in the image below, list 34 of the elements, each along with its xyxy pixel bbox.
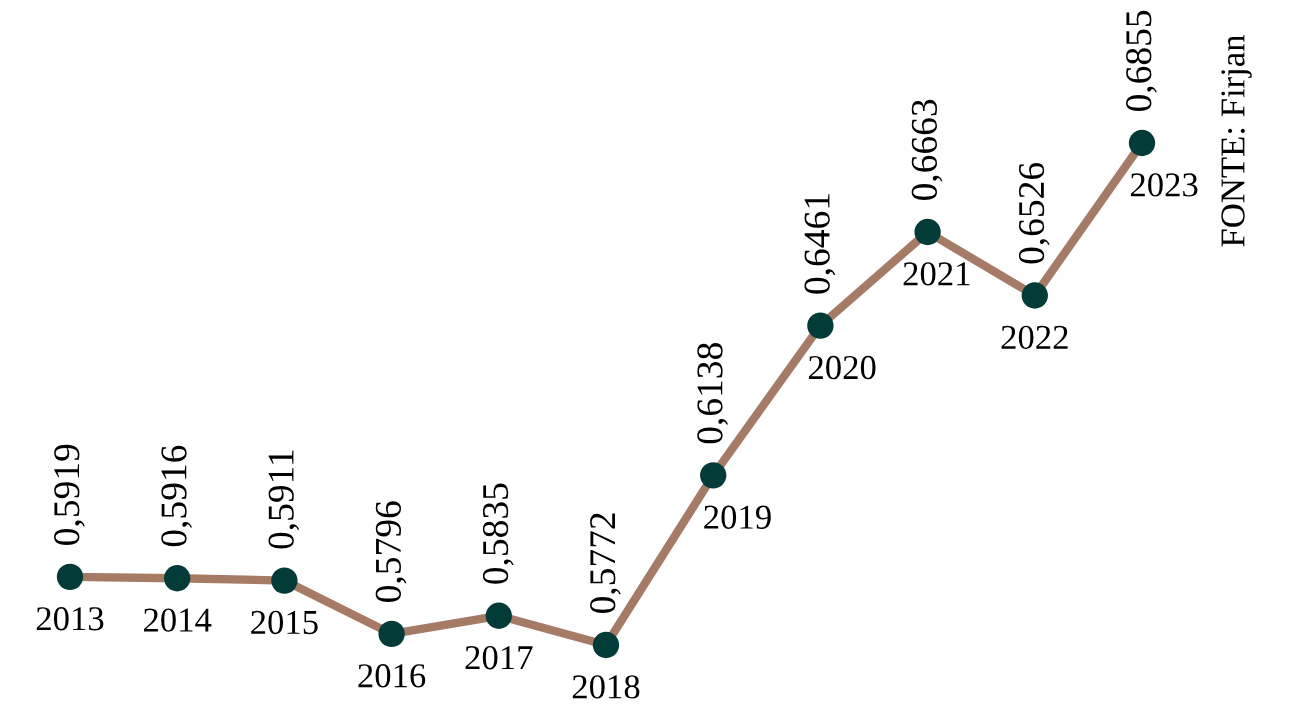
x-tick-label: 2023	[1130, 173, 1198, 197]
x-tick-label: 2013	[36, 607, 104, 631]
source-note: FONTE: Firjan	[1221, 34, 1252, 247]
x-tick-label: 2021	[903, 262, 970, 286]
point	[807, 312, 834, 339]
x-tick-label: 2015	[251, 610, 318, 635]
data-label: 0,5796	[375, 501, 407, 602]
point	[378, 620, 405, 648]
data-label: 0,5911	[268, 450, 300, 549]
point	[56, 563, 84, 591]
x-tick-label: 2017	[465, 645, 533, 670]
point	[592, 631, 620, 659]
x-tick-label: 2014	[144, 608, 212, 632]
data-label: 0,5835	[482, 483, 514, 584]
x-tick-label: 2018	[572, 675, 640, 699]
data-label: 0,6855	[1126, 10, 1157, 112]
point	[271, 567, 298, 594]
x-tick-label: 2016	[358, 664, 426, 688]
point	[914, 218, 941, 246]
data-label: 0,6663	[911, 99, 943, 201]
point	[1021, 282, 1048, 309]
data-label: 0,6138	[697, 343, 728, 444]
x-tick-label: 2020	[808, 355, 876, 380]
point	[1128, 129, 1156, 157]
point	[700, 462, 727, 489]
point	[485, 602, 512, 629]
data-label: 0,6526	[1018, 162, 1050, 264]
x-tick-label: 2022	[1001, 325, 1068, 350]
data-label: 0,5919	[54, 444, 85, 545]
data-label: 0,6461	[804, 194, 836, 294]
point	[164, 565, 191, 592]
x-tick-label: 2019	[704, 505, 771, 529]
data-label: 0,5772	[590, 513, 621, 614]
data-label: 0,5916	[161, 445, 192, 547]
